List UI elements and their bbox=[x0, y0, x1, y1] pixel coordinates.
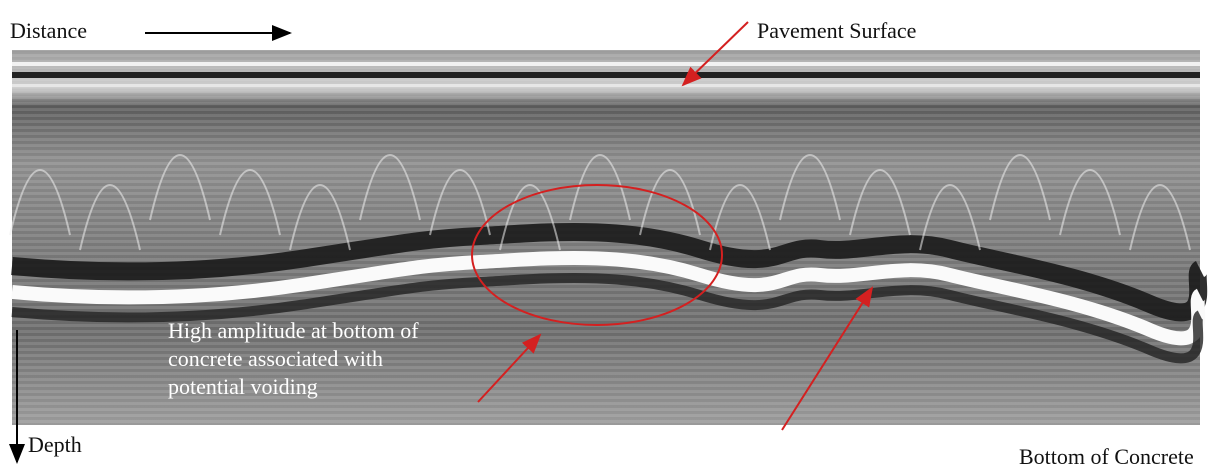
bottom-label: Bottom of Concrete bbox=[1019, 444, 1194, 466]
distance-label: Distance bbox=[10, 18, 87, 43]
void-note: High amplitude at bottom of bbox=[168, 318, 419, 343]
void-note: concrete associated with bbox=[168, 346, 383, 371]
surface-label: Pavement Surface bbox=[757, 18, 916, 43]
depth-label: Depth bbox=[28, 432, 82, 457]
void-note: potential voiding bbox=[168, 374, 318, 399]
figure: Distance Pavement Surface Depth Bottom o… bbox=[0, 0, 1212, 466]
